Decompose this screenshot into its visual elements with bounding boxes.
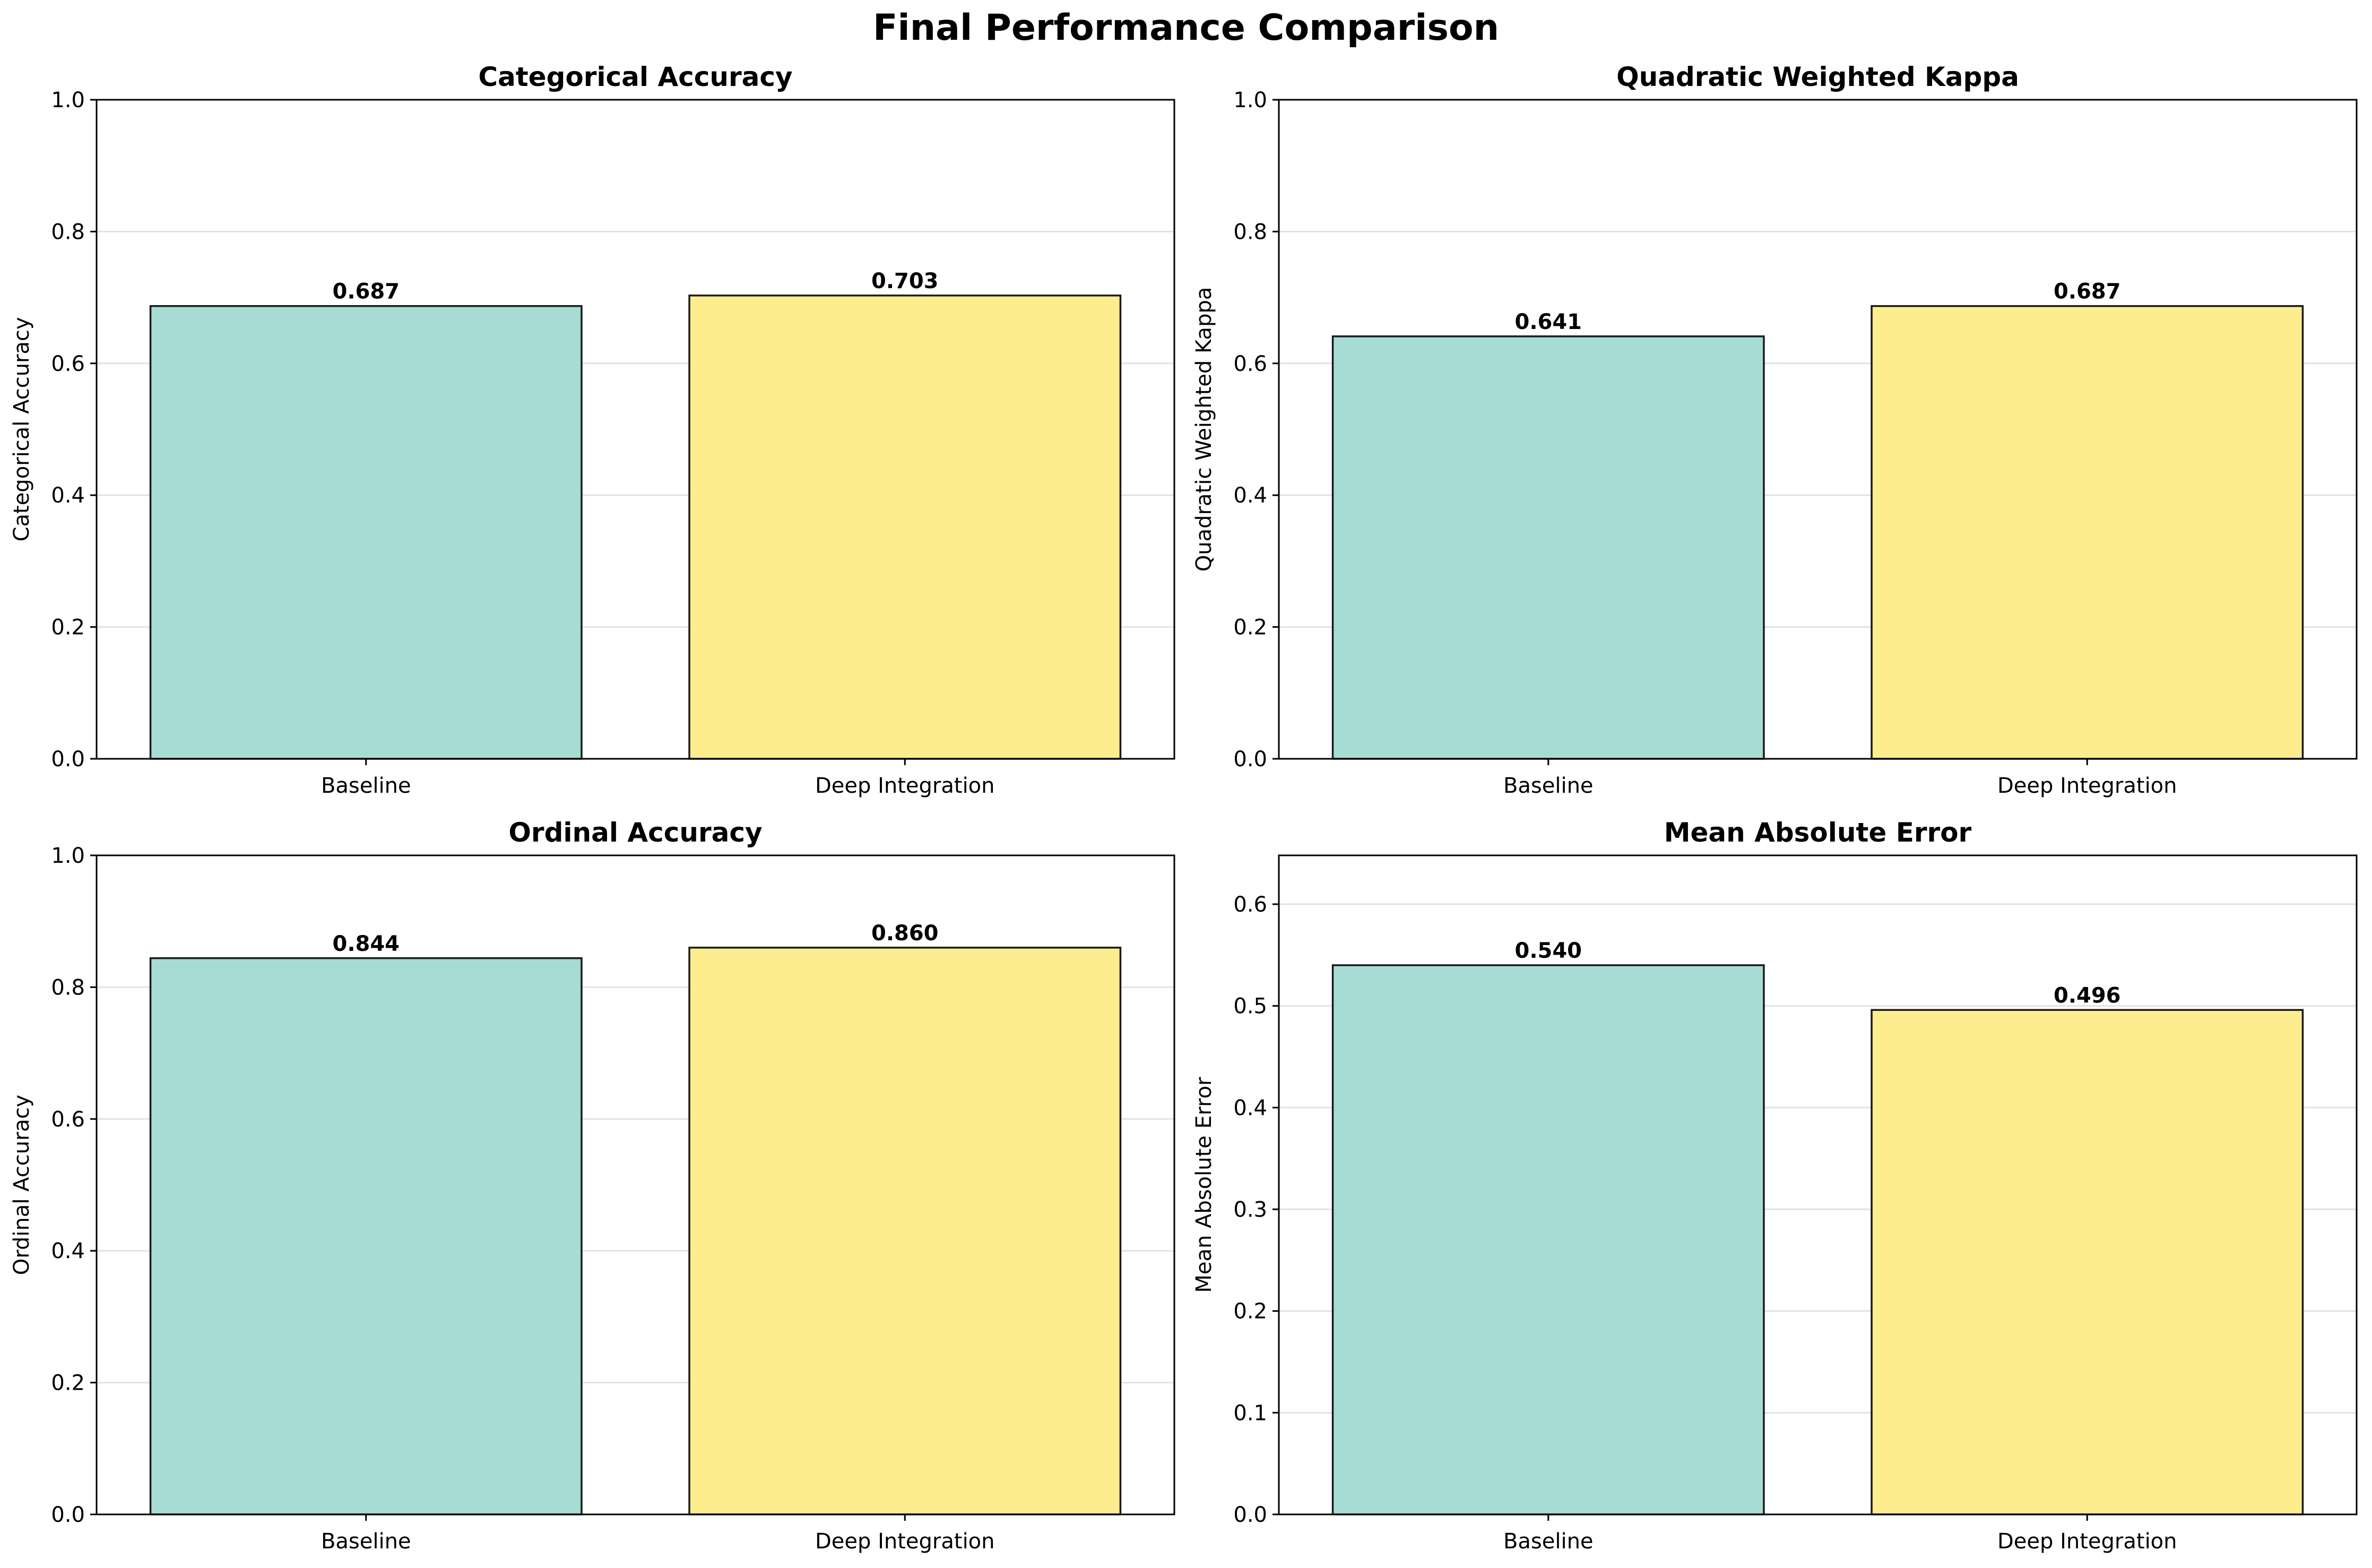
value-label: 0.540 bbox=[1514, 939, 1582, 963]
x-tick-label: Baseline bbox=[321, 1529, 411, 1554]
panel-title: Quadratic Weighted Kappa bbox=[1616, 62, 2019, 92]
panel-quadratic-weighted-kappa: 0.641 0.687 0.0 0.2 0.4 0.6 0.8 1.0 Baseline Deep… bbox=[1192, 62, 2358, 798]
axes-frame bbox=[1278, 854, 2358, 1515]
y-tick-label: 0.0 bbox=[51, 747, 85, 772]
bar-deep-integration bbox=[1871, 1009, 2304, 1515]
value-label: 0.860 bbox=[871, 921, 939, 946]
y-tick-label: 0.2 bbox=[51, 616, 85, 640]
y-tick-label: 0.8 bbox=[1233, 220, 1267, 244]
value-label: 0.687 bbox=[2054, 280, 2121, 304]
value-label: 0.703 bbox=[871, 269, 939, 293]
y-tick-label: 0.4 bbox=[51, 483, 85, 508]
y-tick-label: 0.0 bbox=[51, 1503, 85, 1527]
value-label: 0.844 bbox=[332, 932, 400, 956]
panel-title: Mean Absolute Error bbox=[1664, 817, 1972, 848]
y-tick-label: 0.1 bbox=[1233, 1401, 1267, 1425]
x-tick-label: Baseline bbox=[1503, 774, 1594, 798]
value-label: 0.687 bbox=[332, 280, 400, 304]
x-tick-label: Deep Integration bbox=[1997, 774, 2177, 798]
y-tick-label: 0.2 bbox=[51, 1371, 85, 1396]
y-axis-label: Ordinal Accuracy bbox=[10, 1095, 34, 1275]
y-tick-label: 0.4 bbox=[1233, 483, 1267, 508]
y-tick-label: 0.5 bbox=[1233, 994, 1267, 1019]
panel-mean-absolute-error: 0.540 0.496 0.0 0.1 0.2 0.3 0.4 0.5 0.6 Baseline D… bbox=[1192, 817, 2358, 1554]
axes-frame bbox=[1278, 99, 2358, 760]
bar-baseline bbox=[1331, 335, 1765, 760]
panel-title: Ordinal Accuracy bbox=[508, 817, 762, 848]
x-tick-label: Deep Integration bbox=[815, 774, 995, 798]
x-tick-label: Baseline bbox=[321, 774, 411, 798]
bar-deep-integration bbox=[1871, 305, 2304, 760]
y-axis-label: Categorical Accuracy bbox=[10, 317, 34, 541]
panel-ordinal-accuracy: 0.844 0.860 0.0 0.2 0.4 0.6 0.8 1.0 Baseline Deep… bbox=[10, 817, 1175, 1554]
y-tick-label: 0.0 bbox=[1233, 747, 1267, 772]
bar-deep-integration bbox=[688, 947, 1122, 1515]
y-tick-label: 1.0 bbox=[51, 88, 85, 112]
y-tick-label: 0.2 bbox=[1233, 616, 1267, 640]
y-tick-label: 0.6 bbox=[1233, 893, 1267, 917]
y-tick-label: 0.8 bbox=[51, 975, 85, 1000]
y-tick-label: 0.0 bbox=[1233, 1503, 1267, 1527]
value-label: 0.496 bbox=[2054, 983, 2121, 1008]
x-tick-label: Baseline bbox=[1503, 1529, 1594, 1554]
y-axis-label: Quadratic Weighted Kappa bbox=[1192, 287, 1216, 572]
bar-baseline bbox=[1331, 964, 1765, 1515]
y-tick-label: 1.0 bbox=[1233, 88, 1267, 112]
y-tick-label: 1.0 bbox=[51, 844, 85, 868]
bar-baseline bbox=[149, 305, 583, 760]
axes-frame bbox=[96, 99, 1175, 760]
y-tick-label: 0.2 bbox=[1233, 1300, 1267, 1324]
panel-categorical-accuracy: 0.687 0.703 0.0 0.2 0.4 0.6 0.8 1.0 Baseline Deep… bbox=[10, 62, 1175, 798]
figure-title: Final Performance Comparison bbox=[873, 7, 1499, 49]
y-tick-label: 0.8 bbox=[51, 220, 85, 244]
panel-title: Categorical Accuracy bbox=[478, 62, 792, 92]
axes-frame bbox=[96, 854, 1175, 1515]
bar-deep-integration bbox=[688, 294, 1122, 760]
y-tick-label: 0.6 bbox=[1233, 352, 1267, 376]
x-tick-label: Deep Integration bbox=[1997, 1529, 2177, 1554]
x-tick-label: Deep Integration bbox=[815, 1529, 995, 1554]
chart-panels: 0.687 0.703 0.0 0.2 0.4 0.6 0.8 1.0 Baseline Deep… bbox=[10, 62, 2358, 1554]
y-tick-label: 0.3 bbox=[1233, 1198, 1267, 1222]
bar-baseline bbox=[149, 957, 583, 1515]
value-label: 0.641 bbox=[1514, 310, 1582, 334]
y-tick-label: 0.6 bbox=[51, 352, 85, 376]
y-tick-label: 0.4 bbox=[1233, 1096, 1267, 1120]
y-tick-label: 0.4 bbox=[51, 1239, 85, 1263]
y-axis-label: Mean Absolute Error bbox=[1192, 1077, 1216, 1293]
y-tick-label: 0.6 bbox=[51, 1107, 85, 1132]
